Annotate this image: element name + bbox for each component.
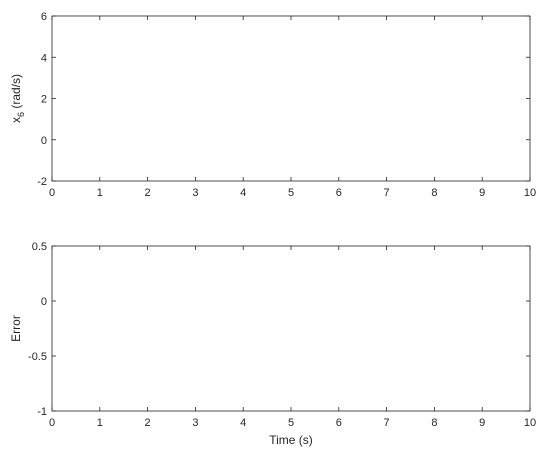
x-tick-label: 10 [524,417,536,429]
x-tick-label: 3 [192,187,198,199]
x-tick-label: 1 [97,187,103,199]
x-tick-label: 8 [431,417,437,429]
y-tick-label: -0.5 [28,351,47,363]
x-tick-label: 7 [384,417,390,429]
x-tick-label: 7 [384,187,390,199]
bottom-plot-panel: 0 1 2 3 4 5 6 7 8 9 10 -1 -0.5 0 0.5 Error Time (s) [9,241,536,447]
y-tick-label: 0 [41,296,47,308]
x-tick-label: 4 [240,187,246,199]
x-tick-label: 0 [49,187,55,199]
y-axis-label: Error [9,315,23,342]
y-tick-label: 0.5 [32,241,47,253]
y-tick-label: 4 [41,52,47,64]
x-tick-label: 9 [479,417,485,429]
x-tick-label: 6 [336,417,342,429]
x-tick-label: 3 [192,417,198,429]
y-tick-label: 0 [41,135,47,147]
y-tick-label: 6 [41,11,47,23]
axes-box [51,15,531,182]
x-tick-label: 6 [336,187,342,199]
x-tick-label: 4 [240,417,246,429]
axes-box [51,245,531,412]
y-axis-label: x6 (rad/s) [9,74,26,123]
x-tick-label: 10 [524,187,536,199]
y-tick-label: -2 [37,176,47,188]
x-axis-label: Time (s) [269,433,313,447]
y-tick-label: -1 [37,406,47,418]
x-tick-label: 9 [479,187,485,199]
x-tick-label: 0 [49,417,55,429]
x-tick-label: 5 [288,187,294,199]
x-tick-label: 1 [97,417,103,429]
x-tick-label: 8 [431,187,437,199]
x-tick-label: 2 [145,417,151,429]
y-tick-label: 2 [41,94,47,106]
x-tick-label: 5 [288,417,294,429]
x-tick-label: 2 [145,187,151,199]
